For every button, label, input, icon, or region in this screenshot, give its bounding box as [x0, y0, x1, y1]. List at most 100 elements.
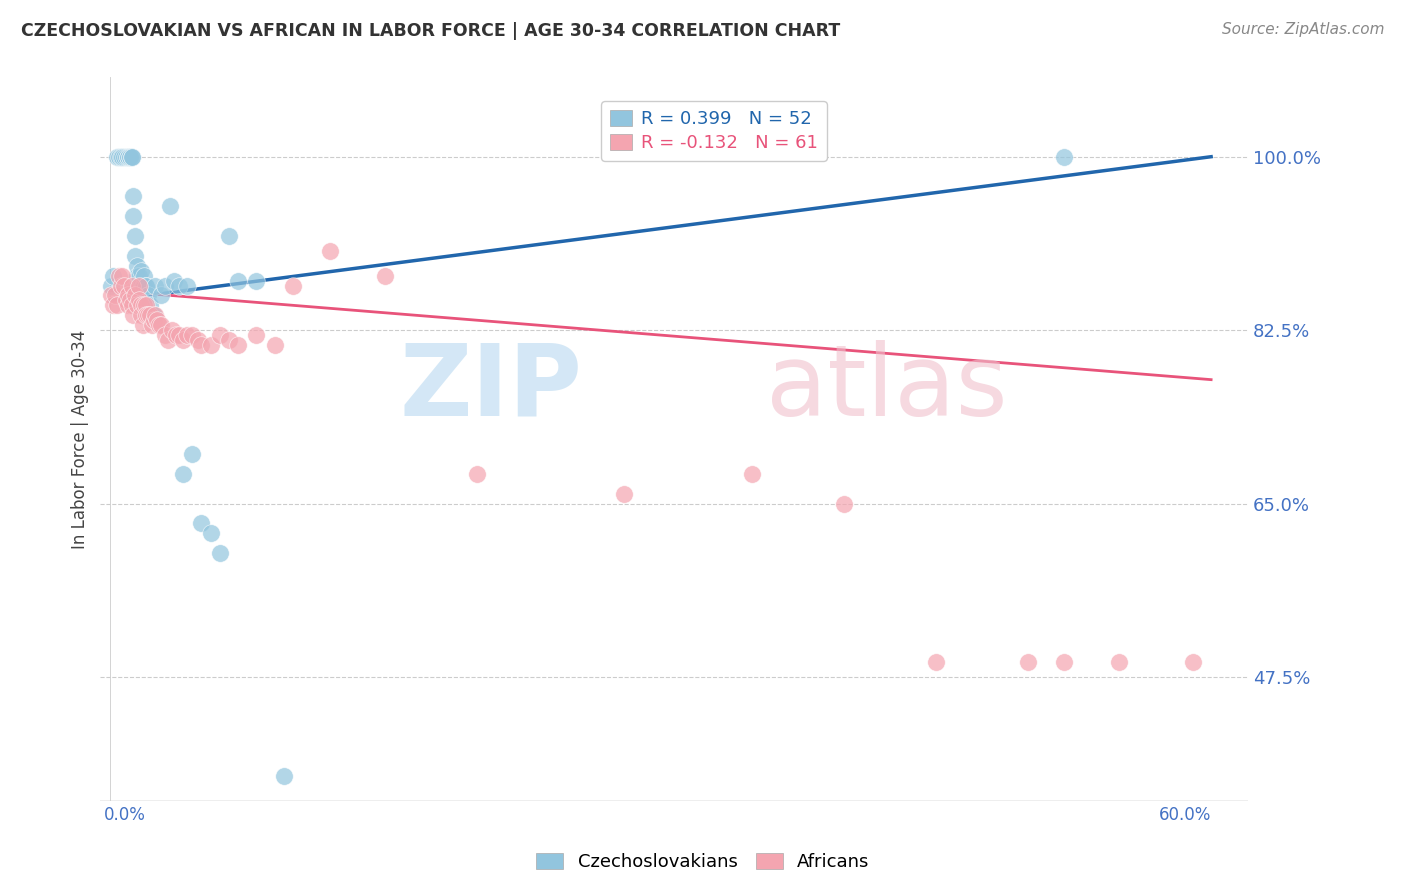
Point: [128, 278, 150, 293]
Text: ZIP: ZIP: [399, 340, 582, 437]
Point: [117, 150, 139, 164]
Point: [121, 278, 143, 293]
Text: Source: ZipAtlas.com: Source: ZipAtlas.com: [1222, 22, 1385, 37]
Point: [181, 447, 204, 461]
Point: [153, 278, 176, 293]
Point: [129, 308, 152, 322]
Point: [1108, 655, 1130, 669]
Point: [115, 293, 138, 308]
Point: [124, 249, 146, 263]
Point: [146, 313, 169, 327]
Point: [157, 333, 180, 347]
Point: [145, 308, 167, 322]
Point: [149, 288, 172, 302]
Point: [145, 278, 167, 293]
Point: [165, 328, 187, 343]
Point: [131, 318, 153, 333]
Point: [121, 150, 143, 164]
Point: [131, 278, 153, 293]
Point: [125, 298, 148, 312]
Point: [134, 268, 156, 283]
Point: [135, 298, 157, 312]
Point: [129, 263, 152, 277]
Point: [125, 278, 148, 293]
Point: [134, 278, 156, 293]
Point: [107, 150, 129, 164]
Y-axis label: In Labor Force | Age 30-34: In Labor Force | Age 30-34: [72, 329, 89, 549]
Point: [112, 150, 135, 164]
Point: [134, 298, 156, 312]
Point: [139, 298, 162, 312]
Point: [245, 328, 267, 343]
Point: [1053, 150, 1076, 164]
Point: [124, 229, 146, 244]
Point: [141, 308, 163, 322]
Text: atlas: atlas: [766, 340, 1008, 437]
Point: [117, 150, 139, 164]
Point: [128, 278, 150, 293]
Point: [208, 546, 231, 560]
Point: [105, 150, 128, 164]
Point: [172, 333, 194, 347]
Point: [200, 526, 222, 541]
Point: [153, 328, 176, 343]
Point: [118, 150, 141, 164]
Point: [245, 274, 267, 288]
Point: [100, 278, 122, 293]
Point: [103, 268, 125, 283]
Point: [136, 308, 159, 322]
Point: [111, 268, 134, 283]
Point: [121, 150, 143, 164]
Point: [100, 288, 122, 302]
Point: [1017, 655, 1039, 669]
Point: [1181, 655, 1204, 669]
Point: [142, 313, 165, 327]
Point: [118, 150, 141, 164]
Point: [122, 189, 145, 203]
Point: [122, 308, 145, 322]
Point: [160, 323, 183, 337]
Point: [139, 308, 162, 322]
Point: [117, 288, 139, 302]
Point: [218, 229, 240, 244]
Point: [741, 467, 763, 481]
Point: [129, 298, 152, 312]
Point: [104, 288, 127, 302]
Point: [190, 338, 212, 352]
Point: [187, 333, 209, 347]
Point: [107, 268, 129, 283]
Point: [122, 209, 145, 223]
Point: [176, 278, 198, 293]
Point: [135, 278, 157, 293]
Point: [159, 199, 181, 213]
Point: [190, 516, 212, 531]
Point: [200, 338, 222, 352]
Point: [281, 278, 304, 293]
Text: 60.0%: 60.0%: [1159, 805, 1211, 823]
Point: [112, 278, 135, 293]
Point: [129, 278, 152, 293]
Text: 0.0%: 0.0%: [104, 805, 146, 823]
Point: [273, 769, 295, 783]
Point: [176, 328, 198, 343]
Point: [125, 259, 148, 273]
Point: [208, 328, 231, 343]
Point: [925, 655, 948, 669]
Point: [169, 328, 191, 343]
Point: [218, 333, 240, 347]
Point: [169, 278, 191, 293]
Point: [128, 268, 150, 283]
Point: [121, 298, 143, 312]
Point: [163, 274, 186, 288]
Point: [226, 338, 249, 352]
Point: [1053, 655, 1076, 669]
Legend: Czechoslovakians, Africans: Czechoslovakians, Africans: [529, 846, 877, 879]
Point: [172, 467, 194, 481]
Point: [142, 308, 165, 322]
Point: [124, 288, 146, 302]
Point: [110, 278, 132, 293]
Point: [465, 467, 488, 481]
Point: [832, 496, 855, 510]
Point: [149, 318, 172, 333]
Point: [135, 308, 157, 322]
